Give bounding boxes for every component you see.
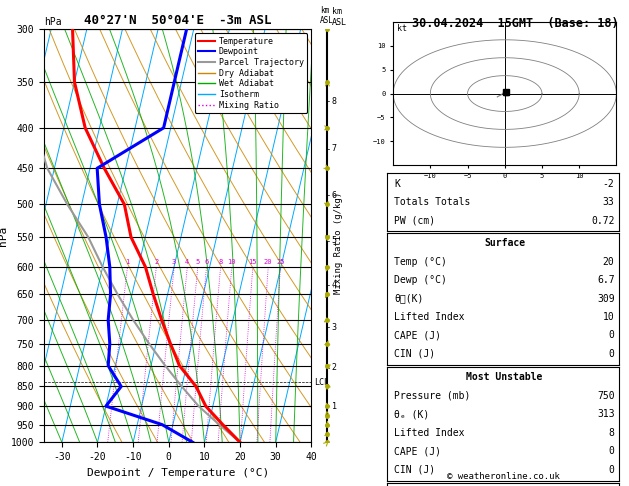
- Text: Totals Totals: Totals Totals: [394, 197, 470, 208]
- Text: Dewp (°C): Dewp (°C): [394, 275, 447, 285]
- Text: 6: 6: [332, 191, 337, 200]
- Text: 15: 15: [248, 259, 257, 265]
- Text: Most Unstable: Most Unstable: [466, 372, 543, 382]
- Text: kt: kt: [397, 24, 407, 34]
- Text: © weatheronline.co.uk: © weatheronline.co.uk: [447, 472, 560, 481]
- Text: 20: 20: [603, 257, 615, 267]
- Legend: Temperature, Dewpoint, Parcel Trajectory, Dry Adiabat, Wet Adiabat, Isotherm, Mi: Temperature, Dewpoint, Parcel Trajectory…: [195, 34, 307, 113]
- Text: 309: 309: [597, 294, 615, 304]
- Text: 3: 3: [172, 259, 176, 265]
- Text: θₑ (K): θₑ (K): [394, 409, 430, 419]
- Text: 7: 7: [332, 144, 337, 153]
- Text: 6.7: 6.7: [597, 275, 615, 285]
- Text: Lifted Index: Lifted Index: [394, 428, 465, 438]
- X-axis label: Dewpoint / Temperature (°C): Dewpoint / Temperature (°C): [87, 468, 269, 478]
- Text: CAPE (J): CAPE (J): [394, 330, 442, 341]
- Text: 0: 0: [609, 465, 615, 475]
- Text: 313: 313: [597, 409, 615, 419]
- Text: K: K: [394, 179, 400, 189]
- Text: Mixing Ratio (g/kg): Mixing Ratio (g/kg): [334, 192, 343, 294]
- Text: 10: 10: [228, 259, 236, 265]
- Text: Pressure (mb): Pressure (mb): [394, 391, 470, 401]
- Text: 4: 4: [185, 259, 189, 265]
- Text: 30.04.2024  15GMT  (Base: 18): 30.04.2024 15GMT (Base: 18): [413, 17, 619, 30]
- Text: Lifted Index: Lifted Index: [394, 312, 465, 322]
- Text: km
ASL: km ASL: [332, 7, 347, 27]
- Text: 8: 8: [218, 259, 223, 265]
- Text: 1: 1: [332, 401, 337, 411]
- Text: PW (cm): PW (cm): [394, 216, 435, 226]
- Text: 0.72: 0.72: [591, 216, 615, 226]
- Text: CAPE (J): CAPE (J): [394, 446, 442, 456]
- Text: CIN (J): CIN (J): [394, 349, 435, 359]
- Text: km
ASL: km ASL: [320, 6, 334, 25]
- Text: 750: 750: [597, 391, 615, 401]
- Text: CIN (J): CIN (J): [394, 465, 435, 475]
- Text: θᴇ(K): θᴇ(K): [394, 294, 424, 304]
- Text: 5: 5: [332, 236, 337, 245]
- Text: 4: 4: [332, 280, 337, 289]
- Text: 0: 0: [609, 330, 615, 341]
- Text: 0: 0: [609, 446, 615, 456]
- Text: 8: 8: [332, 97, 337, 105]
- Text: 3: 3: [332, 323, 337, 331]
- Text: 8: 8: [609, 428, 615, 438]
- Title: 40°27'N  50°04'E  -3m ASL: 40°27'N 50°04'E -3m ASL: [84, 14, 272, 27]
- Text: 2: 2: [332, 364, 337, 372]
- Text: 25: 25: [276, 259, 285, 265]
- Text: 2: 2: [154, 259, 159, 265]
- Text: 10: 10: [603, 312, 615, 322]
- Text: 5: 5: [196, 259, 200, 265]
- Text: hPa: hPa: [44, 17, 62, 27]
- Text: 20: 20: [264, 259, 272, 265]
- Text: LCL: LCL: [314, 378, 329, 387]
- Text: Surface: Surface: [484, 238, 525, 248]
- Text: 0: 0: [609, 349, 615, 359]
- Text: -2: -2: [603, 179, 615, 189]
- Text: 33: 33: [603, 197, 615, 208]
- Y-axis label: hPa: hPa: [0, 226, 8, 246]
- Text: Temp (°C): Temp (°C): [394, 257, 447, 267]
- Text: 1: 1: [125, 259, 130, 265]
- Text: 6: 6: [204, 259, 209, 265]
